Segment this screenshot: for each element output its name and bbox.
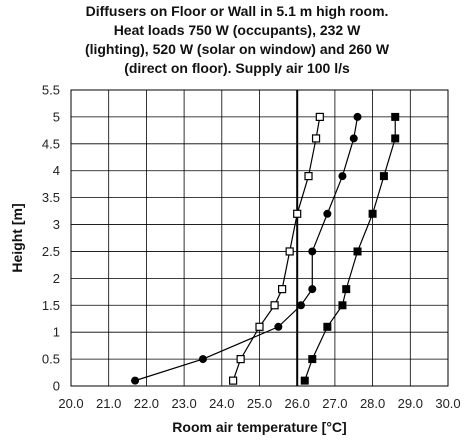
- title-line-1: Diffusers on Floor or Wall in 5.1 m high…: [85, 3, 389, 19]
- y-tick-label: 5.5: [42, 83, 60, 98]
- series-line-1: [232, 116, 321, 381]
- data-point-open-square: [285, 247, 294, 256]
- x-tick-label: 21.0: [96, 396, 121, 411]
- x-tick-label: 28.0: [360, 396, 385, 411]
- data-point-filled-square: [323, 322, 332, 331]
- data-point-open-square: [270, 301, 279, 310]
- x-tick-label: 23.0: [171, 396, 196, 411]
- y-tick-label: 2.5: [42, 244, 60, 259]
- x-tick-label: 20.0: [58, 396, 83, 411]
- data-point-filled-square: [391, 112, 400, 121]
- data-point-filled-square: [300, 376, 309, 385]
- data-point-open-square: [255, 322, 264, 331]
- tick-labels: 20.0 21.0 22.0 23.0 24.0 25.0 26.0 27.0 28.0 29.0…: [42, 83, 461, 412]
- data-point-filled-circle: [274, 322, 283, 331]
- title-line-3: (lighting), 520 W (solar on window) and …: [84, 41, 390, 57]
- data-point-filled-square: [368, 209, 377, 218]
- grid-lines: [70, 89, 449, 387]
- x-tick-label: 26.0: [285, 396, 310, 411]
- data-point-filled-square: [342, 285, 351, 294]
- data-point-filled-circle: [349, 134, 358, 143]
- series-line-2: [134, 116, 359, 382]
- data-point-filled-square: [308, 355, 317, 364]
- data-point-filled-circle: [338, 172, 347, 181]
- data-point-open-square: [229, 376, 238, 385]
- x-tick-label: 29.0: [398, 396, 423, 411]
- chart-title: Diffusers on Floor or Wall in 5.1 m high…: [0, 2, 474, 78]
- y-tick-label: 3: [53, 217, 60, 232]
- x-tick-label: 22.0: [134, 396, 159, 411]
- data-point-open-square: [236, 354, 245, 364]
- y-tick-label: 0: [53, 379, 60, 394]
- y-tick-label: 1: [53, 325, 60, 340]
- series-group: [131, 112, 400, 385]
- data-point-open-square: [315, 112, 324, 122]
- x-axis-label: Room air temperature [°C]: [172, 419, 346, 435]
- y-tick-label: 0.5: [42, 352, 60, 367]
- y-tick-label: 5: [53, 109, 60, 124]
- data-point-filled-circle: [323, 209, 332, 218]
- title-line-4: (direct on floor). Supply air 100 l/s: [124, 60, 350, 76]
- data-point-filled-square: [379, 172, 388, 181]
- y-tick-label: 4: [53, 163, 60, 178]
- y-axis-label: Height [m]: [9, 203, 25, 272]
- data-point-open-square: [304, 172, 313, 181]
- x-tick-label: 27.0: [322, 396, 347, 411]
- data-point-open-square: [293, 209, 302, 218]
- x-tick-label: 30.0: [435, 396, 460, 411]
- x-tick-label: 24.0: [209, 396, 234, 411]
- y-tick-label: 3.5: [42, 190, 60, 205]
- data-point-filled-circle: [353, 112, 362, 121]
- data-point-filled-circle: [296, 301, 305, 310]
- y-tick-label: 2: [53, 271, 60, 286]
- data-point-filled-circle: [198, 355, 207, 364]
- data-point-filled-square: [391, 134, 400, 143]
- data-point-filled-circle: [131, 376, 140, 385]
- data-point-open-square: [311, 134, 321, 143]
- x-tick-label: 25.0: [247, 396, 272, 411]
- data-point-filled-square: [338, 301, 347, 310]
- data-point-open-square: [278, 285, 287, 294]
- data-point-filled-circle: [308, 247, 317, 256]
- series-line-3: [304, 116, 396, 381]
- y-tick-label: 4.5: [42, 136, 60, 151]
- data-point-filled-circle: [308, 285, 317, 294]
- y-tick-label: 1.5: [42, 298, 60, 313]
- title-line-2: Heat loads 750 W (occupants), 232 W: [113, 22, 361, 38]
- data-point-filled-square: [353, 247, 362, 256]
